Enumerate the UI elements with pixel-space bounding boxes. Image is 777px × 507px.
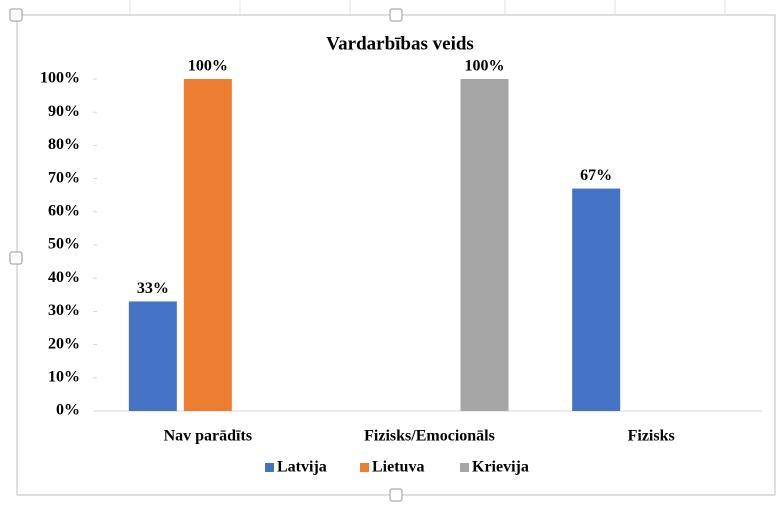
- sheet-grid: [129, 0, 726, 15]
- y-tick-label: 60%: [48, 202, 80, 219]
- data-label: 100%: [188, 58, 228, 75]
- y-tick-label: 90%: [48, 103, 80, 120]
- y-tick-label: 20%: [48, 335, 80, 352]
- resize-handle[interactable]: [9, 8, 23, 22]
- y-tick-label: 10%: [48, 368, 80, 385]
- bar: [572, 188, 621, 411]
- legend-label: Latvija: [277, 459, 327, 476]
- legend-label: Lietuva: [372, 459, 424, 476]
- data-label: 33%: [137, 280, 169, 297]
- bar: [183, 79, 232, 411]
- y-tick-label: 30%: [48, 302, 80, 319]
- y-tick-label: 50%: [48, 236, 80, 253]
- x-tick-label: Nav parādīts: [164, 428, 252, 445]
- x-tick-label: Fizisks: [628, 428, 675, 445]
- legend-swatch: [360, 463, 369, 472]
- resize-handle[interactable]: [389, 488, 403, 502]
- data-label: 100%: [465, 58, 505, 75]
- y-tick-label: 0%: [56, 402, 80, 419]
- bar: [128, 301, 177, 411]
- chart-frame: [16, 14, 776, 496]
- y-tick-label: 100%: [40, 70, 80, 87]
- y-tick-label: 80%: [48, 136, 80, 153]
- bar: [460, 79, 509, 411]
- legend-swatch: [460, 463, 469, 472]
- x-tick-label: Fizisks/Emocionāls: [364, 428, 495, 445]
- legend-label: Krievija: [472, 459, 529, 476]
- data-label: 67%: [580, 167, 612, 184]
- legend-swatch: [265, 463, 274, 472]
- y-tick-label: 70%: [48, 169, 80, 186]
- resize-handle[interactable]: [389, 8, 403, 22]
- resize-handle[interactable]: [9, 251, 23, 265]
- chart-title: Vardarbības veids: [326, 33, 474, 54]
- y-tick-label: 40%: [48, 269, 80, 286]
